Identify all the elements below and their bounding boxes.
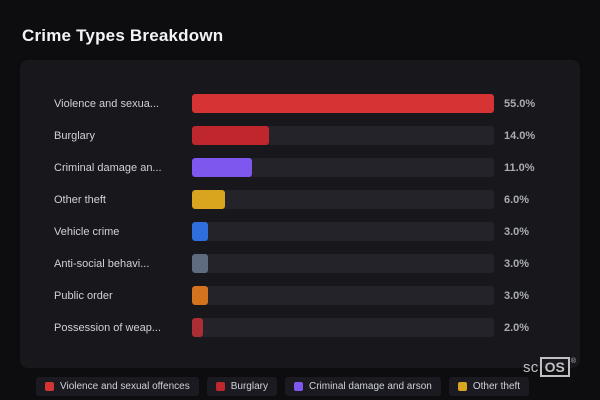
bar-row: Anti-social behavi... 3.0%	[54, 254, 546, 273]
value-label: 55.0%	[504, 97, 536, 110]
scos-logo: sc OS ®	[523, 357, 576, 377]
legend-swatch-icon	[293, 382, 303, 391]
bar[interactable]	[192, 126, 269, 145]
value-label: 14.0%	[504, 129, 536, 142]
bar[interactable]	[192, 222, 209, 241]
legend-label: Other theft	[472, 381, 521, 392]
category-label: Anti-social behavi...	[54, 257, 150, 270]
chart-legend: Violence and sexual offences Burglary Crim…	[36, 377, 530, 396]
legend-swatch-icon	[45, 382, 54, 391]
value-label: 3.0%	[504, 289, 530, 302]
bar[interactable]	[192, 190, 225, 209]
value-label: 6.0%	[504, 193, 530, 206]
value-label: 3.0%	[504, 257, 530, 270]
value-label: 11.0%	[504, 161, 535, 174]
bar[interactable]	[192, 254, 209, 273]
category-label: Possession of weap...	[54, 321, 162, 334]
bar-track	[192, 94, 494, 113]
legend-item[interactable]: Other theft	[448, 377, 530, 396]
bar-row: Criminal damage an... 11.0%	[54, 158, 546, 177]
bar-row: Burglary 14.0%	[54, 126, 546, 145]
legend-swatch-icon	[215, 382, 225, 391]
category-label: Violence and sexua...	[54, 97, 159, 110]
bar-track	[192, 318, 494, 337]
value-label: 3.0%	[504, 225, 530, 238]
bar-chart: Violence and sexua... 55.0% Burglary 14.0% C…	[54, 94, 546, 337]
legend-label: Criminal damage and arson	[308, 381, 432, 392]
page-title: Crime Types Breakdown	[22, 26, 224, 45]
legend-item[interactable]: Criminal damage and arson	[284, 377, 441, 396]
chart-card: Violence and sexua... 55.0% Burglary 14.0% C…	[20, 60, 580, 368]
category-label: Burglary	[54, 129, 95, 142]
bar-track	[192, 126, 494, 145]
bar[interactable]	[192, 94, 494, 113]
bar-row: Public order 3.0%	[54, 286, 546, 305]
category-label: Vehicle crime	[54, 225, 120, 238]
bar-track	[192, 286, 494, 305]
bar[interactable]	[192, 318, 203, 337]
legend-item[interactable]: Violence and sexual offences	[36, 377, 199, 396]
category-label: Public order	[54, 289, 113, 302]
brand-text-os: OS	[539, 357, 570, 377]
bar-row: Violence and sexua... 55.0%	[54, 94, 546, 113]
bar-row: Vehicle crime 3.0%	[54, 222, 546, 241]
bar-row: Possession of weap... 2.0%	[54, 318, 546, 337]
legend-swatch-icon	[457, 382, 467, 391]
bar-track	[192, 222, 494, 241]
category-label: Other theft	[54, 193, 106, 206]
bar-track	[192, 158, 494, 177]
bar-track	[192, 254, 494, 273]
bar-track	[192, 190, 494, 209]
registered-mark-icon: ®	[570, 357, 576, 365]
value-label: 2.0%	[504, 321, 530, 334]
brand-text-sc: sc	[522, 358, 539, 376]
bar-row: Other theft 6.0%	[54, 190, 546, 209]
bar[interactable]	[192, 286, 209, 305]
legend-label: Burglary	[230, 381, 268, 392]
legend-label: Violence and sexual offences	[60, 381, 190, 392]
bar[interactable]	[192, 158, 253, 177]
category-label: Criminal damage an...	[54, 161, 162, 174]
legend-item[interactable]: Burglary	[206, 377, 277, 396]
